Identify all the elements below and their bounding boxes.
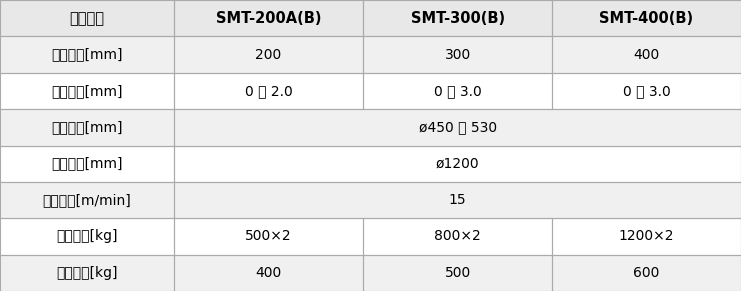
Bar <box>363 255 552 291</box>
Text: 400: 400 <box>634 47 659 62</box>
Text: 材料内径[mm]: 材料内径[mm] <box>51 120 123 134</box>
Bar <box>363 0 552 36</box>
Text: 300: 300 <box>445 47 471 62</box>
Text: 机械重量[kg]: 机械重量[kg] <box>56 266 118 280</box>
Text: ø1200: ø1200 <box>436 157 479 171</box>
Text: 800×2: 800×2 <box>434 229 481 244</box>
Bar <box>0 0 174 36</box>
Text: SMT-200A(B): SMT-200A(B) <box>216 11 322 26</box>
Text: 速　　度[m/min]: 速 度[m/min] <box>43 193 131 207</box>
Bar <box>552 73 741 109</box>
Bar <box>0 218 174 255</box>
Bar <box>174 182 741 218</box>
Bar <box>363 73 552 109</box>
Text: ø450 ～ 530: ø450 ～ 530 <box>419 120 496 134</box>
Text: 500: 500 <box>445 266 471 280</box>
Text: 1200×2: 1200×2 <box>619 229 674 244</box>
Bar <box>0 36 174 73</box>
Text: 材料料宽[mm]: 材料料宽[mm] <box>51 47 123 62</box>
Bar <box>552 218 741 255</box>
Bar <box>174 36 363 73</box>
Text: SMT-300(B): SMT-300(B) <box>411 11 505 26</box>
Text: 型　　号: 型 号 <box>70 11 104 26</box>
Bar <box>174 0 363 36</box>
Bar <box>0 73 741 109</box>
Bar <box>0 0 741 36</box>
Text: 最大料重[kg]: 最大料重[kg] <box>56 229 118 244</box>
Text: 0 ～ 3.0: 0 ～ 3.0 <box>622 84 671 98</box>
Bar <box>0 255 741 291</box>
Bar <box>174 218 363 255</box>
Bar <box>363 36 552 73</box>
Bar <box>363 218 552 255</box>
Bar <box>174 255 363 291</box>
Bar <box>174 146 741 182</box>
Bar <box>0 109 741 146</box>
Bar <box>0 146 174 182</box>
Text: 0 ～ 3.0: 0 ～ 3.0 <box>433 84 482 98</box>
Bar <box>552 0 741 36</box>
Bar <box>174 109 741 146</box>
Bar <box>0 182 741 218</box>
Text: 0 ～ 2.0: 0 ～ 2.0 <box>245 84 293 98</box>
Bar <box>0 146 741 182</box>
Text: 500×2: 500×2 <box>245 229 292 244</box>
Text: 400: 400 <box>256 266 282 280</box>
Text: 600: 600 <box>634 266 659 280</box>
Text: 200: 200 <box>256 47 282 62</box>
Bar <box>552 255 741 291</box>
Bar <box>0 36 741 73</box>
Bar <box>0 218 741 255</box>
Text: 15: 15 <box>449 193 466 207</box>
Bar <box>0 182 174 218</box>
Bar <box>0 255 174 291</box>
Text: SMT-400(B): SMT-400(B) <box>599 11 694 26</box>
Bar <box>0 73 174 109</box>
Text: 材料外径[mm]: 材料外径[mm] <box>51 157 123 171</box>
Bar <box>174 73 363 109</box>
Bar <box>552 36 741 73</box>
Bar <box>0 109 174 146</box>
Text: 材料厚度[mm]: 材料厚度[mm] <box>51 84 123 98</box>
